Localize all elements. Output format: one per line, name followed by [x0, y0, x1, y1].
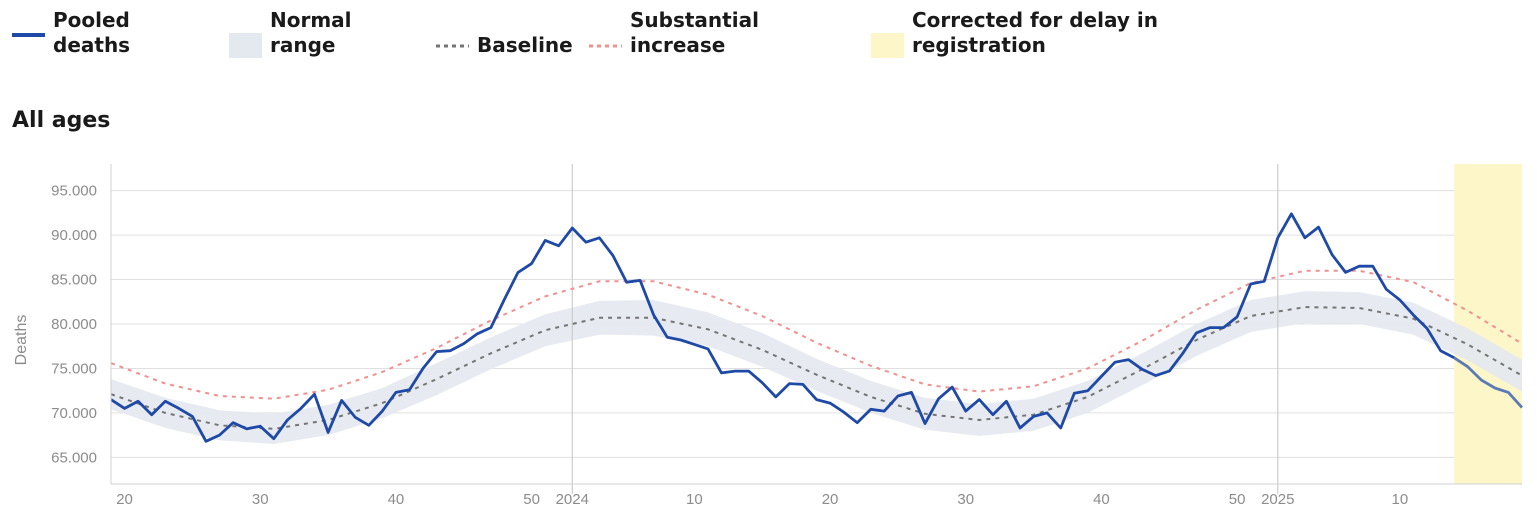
legend-baseline[interactable]: Baseline: [435, 33, 573, 58]
substantial-increase-swatch: [589, 44, 622, 47]
pooled-deaths-swatch: [12, 33, 45, 37]
y-tick-label: 85.000: [51, 272, 97, 289]
y-tick-label: 95.000: [51, 183, 97, 200]
pooled-deaths-corrected-line: [1453, 356, 1524, 409]
axes: 65.000 70.000 75.000 80.000 85.000 90.000 95.0…: [51, 164, 1522, 508]
y-tick-label: 90.000: [51, 227, 97, 244]
legend-substantial-increase[interactable]: Substantial increase: [588, 8, 759, 58]
x-tick-label: 50: [1229, 491, 1246, 508]
corrected-registration-swatch: [871, 33, 904, 58]
corrected-region: [1454, 164, 1522, 484]
x-tick-label: 20: [116, 491, 133, 508]
x-tick-label: 40: [388, 491, 405, 508]
x-tick-label: 30: [252, 491, 269, 508]
panel-title: All ages: [12, 108, 111, 133]
deaths-chart: 65.000 70.000 75.000 80.000 85.000 90.000 95.0…: [13, 164, 1524, 508]
y-axis-label: Deaths: [13, 315, 30, 366]
legend-pooled-deaths-label: Pooled deaths: [53, 8, 131, 57]
y-tick-label: 75.000: [51, 360, 97, 377]
x-tick-label: 10: [686, 491, 703, 508]
normal-range-swatch: [229, 33, 262, 58]
legend-normal-range-label: Normal range: [270, 8, 352, 57]
x-tick-label: 2024: [556, 491, 589, 508]
x-tick-label: 40: [1093, 491, 1110, 508]
legend-baseline-label: Baseline: [477, 33, 573, 57]
legend-corrected-registration-label: Corrected for delay in registration: [912, 8, 1158, 57]
y-tick-label: 70.000: [51, 405, 97, 422]
x-tick-label: 30: [957, 491, 974, 508]
y-tick-label: 80.000: [51, 316, 97, 333]
legend-normal-range[interactable]: Normal range: [229, 8, 352, 58]
legend-substantial-increase-label: Substantial increase: [630, 8, 759, 57]
x-tick-label: 10: [1392, 491, 1409, 508]
corrected-shade-layer: [1454, 164, 1522, 484]
legend-corrected-registration[interactable]: Corrected for delay in registration: [871, 8, 1158, 58]
pooled-deaths-line: [110, 212, 1455, 443]
baseline-line: [110, 306, 1523, 430]
legend-pooled-deaths[interactable]: Pooled deaths: [12, 8, 130, 58]
year-lines: [571, 164, 1279, 494]
x-tick-label: 20: [822, 491, 839, 508]
y-tick-label: 65.000: [51, 449, 97, 466]
x-tick-label: 50: [523, 491, 540, 508]
baseline-swatch: [436, 44, 469, 47]
x-tick-label: 2025: [1261, 491, 1294, 508]
normal-range-band: [111, 291, 1522, 444]
normal-range-layer: [111, 291, 1522, 444]
series-lines: [110, 212, 1524, 443]
